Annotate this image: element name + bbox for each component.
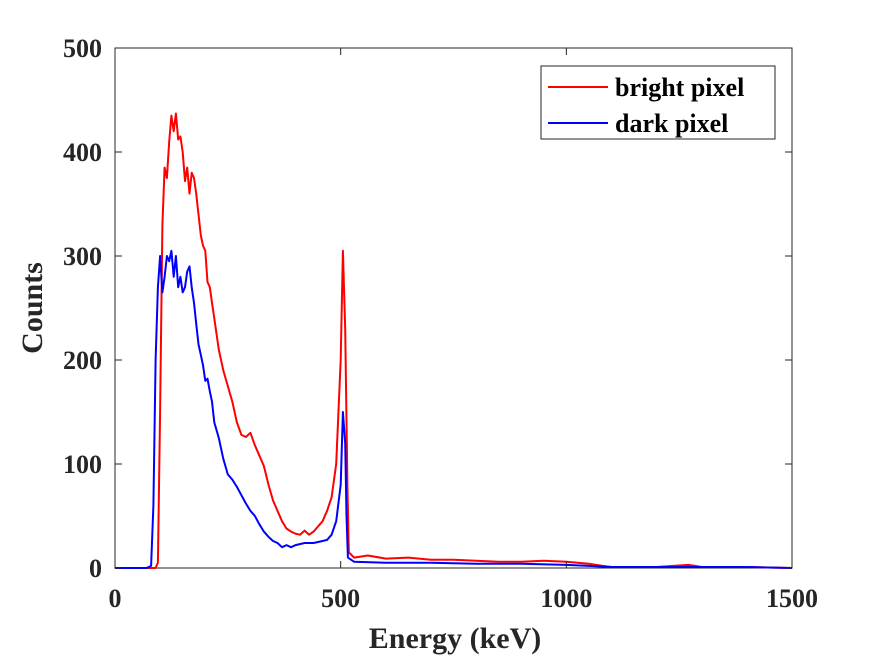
x-tick-label: 0 [109, 584, 122, 613]
legend-label-bright-pixel: bright pixel [615, 73, 744, 102]
axes-layer: 0 500 1000 1500 0 100 200 300 400 500 [63, 34, 818, 613]
series-line-dark-pixel [115, 249, 793, 569]
x-axis-title: Energy (keV) [369, 622, 541, 655]
series-line-bright-pixel [115, 112, 793, 569]
y-tick-label: 300 [63, 242, 102, 271]
y-tick-label: 100 [63, 450, 102, 479]
x-tick-label: 1000 [540, 584, 592, 613]
y-tick-label: 0 [89, 554, 102, 583]
y-tick-label: 500 [63, 34, 102, 63]
y-tick-label: 200 [63, 346, 102, 375]
series-layer [115, 112, 793, 569]
x-tick-label: 1500 [766, 584, 818, 613]
legend: bright pixel dark pixel [540, 65, 776, 140]
y-axis-title: Counts [16, 262, 49, 354]
legend-box [540, 65, 776, 140]
legend-label-dark-pixel: dark pixel [615, 109, 728, 138]
y-tick-label: 400 [63, 138, 102, 167]
x-tick-label: 500 [321, 584, 360, 613]
